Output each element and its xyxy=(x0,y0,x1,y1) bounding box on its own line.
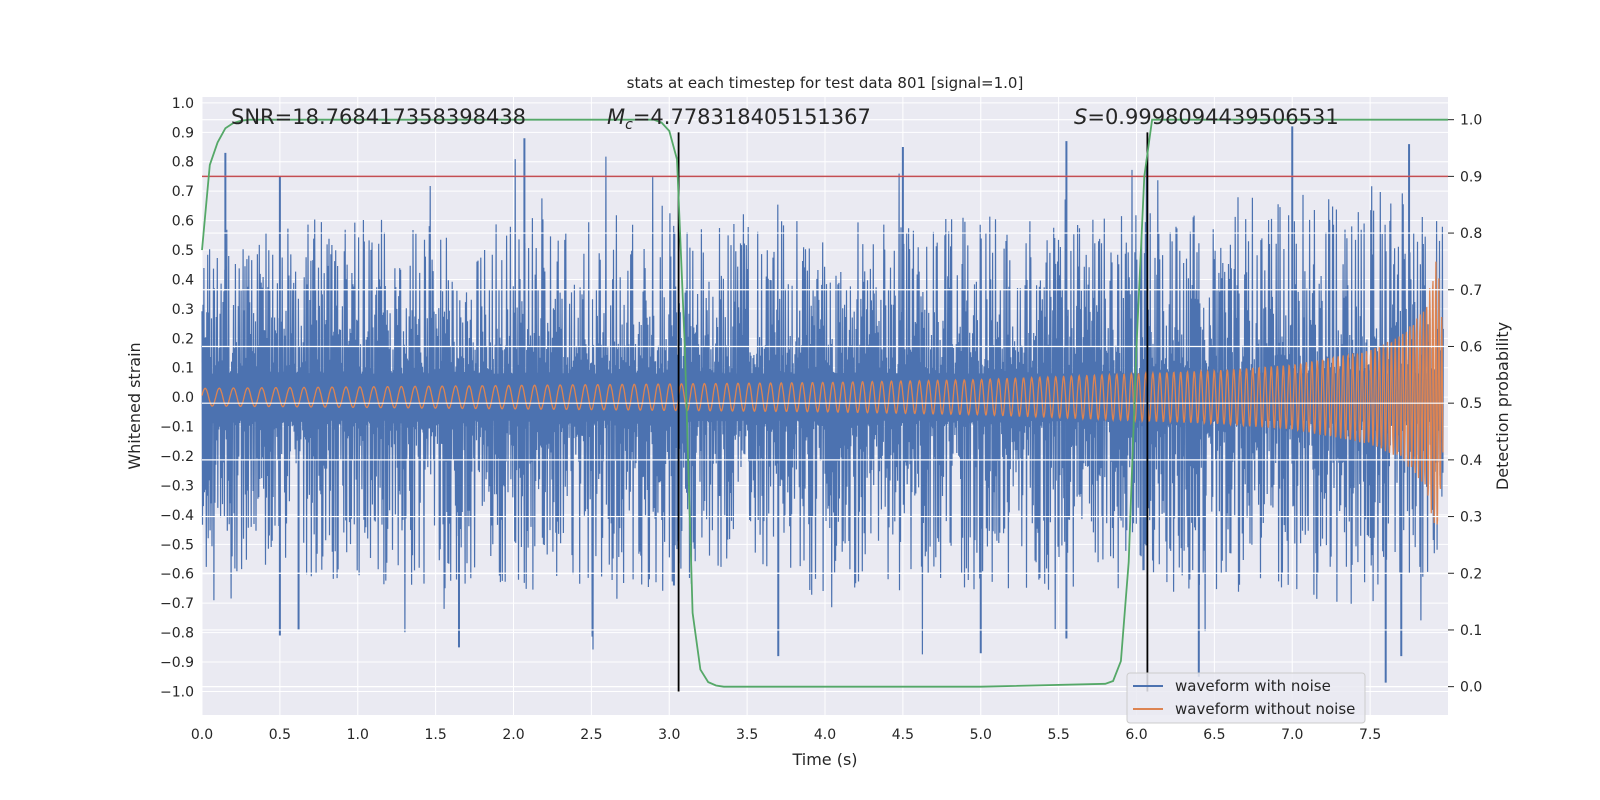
y-tick-label-left: −0.9 xyxy=(160,655,194,671)
y-tick-label-left: 0.7 xyxy=(172,184,194,200)
s-value: =0.9998094439506531 xyxy=(1087,105,1338,129)
x-tick-label: 1.0 xyxy=(347,727,369,743)
y-tick-label-right: 0.2 xyxy=(1460,566,1482,582)
x-tick-label: 6.5 xyxy=(1203,727,1225,743)
y-tick-label-left: −0.2 xyxy=(160,449,194,465)
y-tick-label-left: −0.1 xyxy=(160,420,194,436)
x-tick-label: 5.5 xyxy=(1047,727,1069,743)
y-tick-label-right: 0.0 xyxy=(1460,680,1482,696)
x-tick-label: 3.5 xyxy=(736,727,758,743)
chirp-mass-symbol: M xyxy=(607,105,625,129)
y-tick-label-left: 0.4 xyxy=(172,272,194,288)
x-tick-label: 4.0 xyxy=(814,727,836,743)
y-tick-label-left: −1.0 xyxy=(160,684,194,700)
y-tick-label-right: 0.9 xyxy=(1460,169,1482,185)
x-tick-label: 1.5 xyxy=(424,727,446,743)
y-tick-label-left: −0.3 xyxy=(160,478,194,494)
y-tick-label-left: 0.1 xyxy=(172,361,194,377)
y-tick-label-right: 0.1 xyxy=(1460,623,1482,639)
x-axis-label: Time (s) xyxy=(791,750,857,769)
y-tick-label-left: −0.4 xyxy=(160,508,194,524)
s-symbol: S xyxy=(1074,105,1087,129)
detection-probability-line xyxy=(201,118,1448,688)
chart-title: stats at each timestep for test data 801… xyxy=(627,74,1024,92)
snr-annotation: SNR=18.768417358398438 xyxy=(231,105,526,129)
y-tick-label-left: 0.8 xyxy=(172,155,194,171)
y-tick-label-left: 1.0 xyxy=(172,96,194,112)
y-tick-label-left: −0.7 xyxy=(160,596,194,612)
y-axis-label-left: Whitened strain xyxy=(125,342,144,469)
x-tick-label: 5.0 xyxy=(970,727,992,743)
y-tick-label-right: 0.6 xyxy=(1460,339,1482,355)
y-tick-label-left: 0.0 xyxy=(172,390,194,406)
x-tick-label: 7.5 xyxy=(1359,727,1381,743)
noise-waveform-line xyxy=(201,156,1444,655)
chirp-mass-annotation: Mc=4.778318405151367 xyxy=(607,105,871,133)
x-tick-label: 7.0 xyxy=(1281,727,1303,743)
overlay-lines xyxy=(201,118,1448,692)
waveform-without-noise-series xyxy=(201,261,1444,525)
x-tick-label: 3.0 xyxy=(658,727,680,743)
y-tick-label-right: 0.3 xyxy=(1460,510,1482,526)
x-tick-label: 2.0 xyxy=(502,727,524,743)
y-tick-label-left: −0.6 xyxy=(160,567,194,583)
y-tick-label-left: 0.6 xyxy=(172,214,194,230)
legend-label-noise: waveform with noise xyxy=(1175,677,1331,695)
x-tick-label: 0.5 xyxy=(269,727,291,743)
y-tick-label-left: 0.3 xyxy=(172,302,194,318)
x-tick-label: 0.0 xyxy=(191,727,213,743)
y-tick-label-right: 0.7 xyxy=(1460,283,1482,299)
y-tick-label-left: −0.5 xyxy=(160,537,194,553)
y-tick-label-right: 0.8 xyxy=(1460,226,1482,242)
y-tick-label-right: 0.5 xyxy=(1460,396,1482,412)
y-tick-label-left: 0.9 xyxy=(172,125,194,141)
tick-labels: 0.0 0.5 1.0 1.5 2.0 2.5 3.0 3.5 4.0 4.5 5.0 5.5 6.0 6… xyxy=(160,96,1482,743)
legend: waveform with noise waveform without noi… xyxy=(1126,672,1366,724)
y-tick-label-right: 0.4 xyxy=(1460,453,1482,469)
x-tick-label: 4.5 xyxy=(892,727,914,743)
legend-label-clean: waveform without noise xyxy=(1175,700,1355,718)
y-tick-label-left: 0.2 xyxy=(172,331,194,347)
x-tick-label: 2.5 xyxy=(580,727,602,743)
x-tick-label: 6.0 xyxy=(1125,727,1147,743)
clean-waveform-line xyxy=(201,261,1444,525)
y-tick-label-left: −0.8 xyxy=(160,626,194,642)
chirp-mass-value: =4.778318405151367 xyxy=(633,105,871,129)
s-annotation: S=0.9998094439506531 xyxy=(1074,105,1339,129)
legend-box xyxy=(1126,672,1366,724)
chirp-mass-subscript: c xyxy=(625,117,633,133)
y-axis-label-right: Detection probability xyxy=(1493,322,1512,490)
y-tick-label-left: 0.5 xyxy=(172,243,194,259)
y-tick-label-right: 1.0 xyxy=(1460,113,1482,129)
